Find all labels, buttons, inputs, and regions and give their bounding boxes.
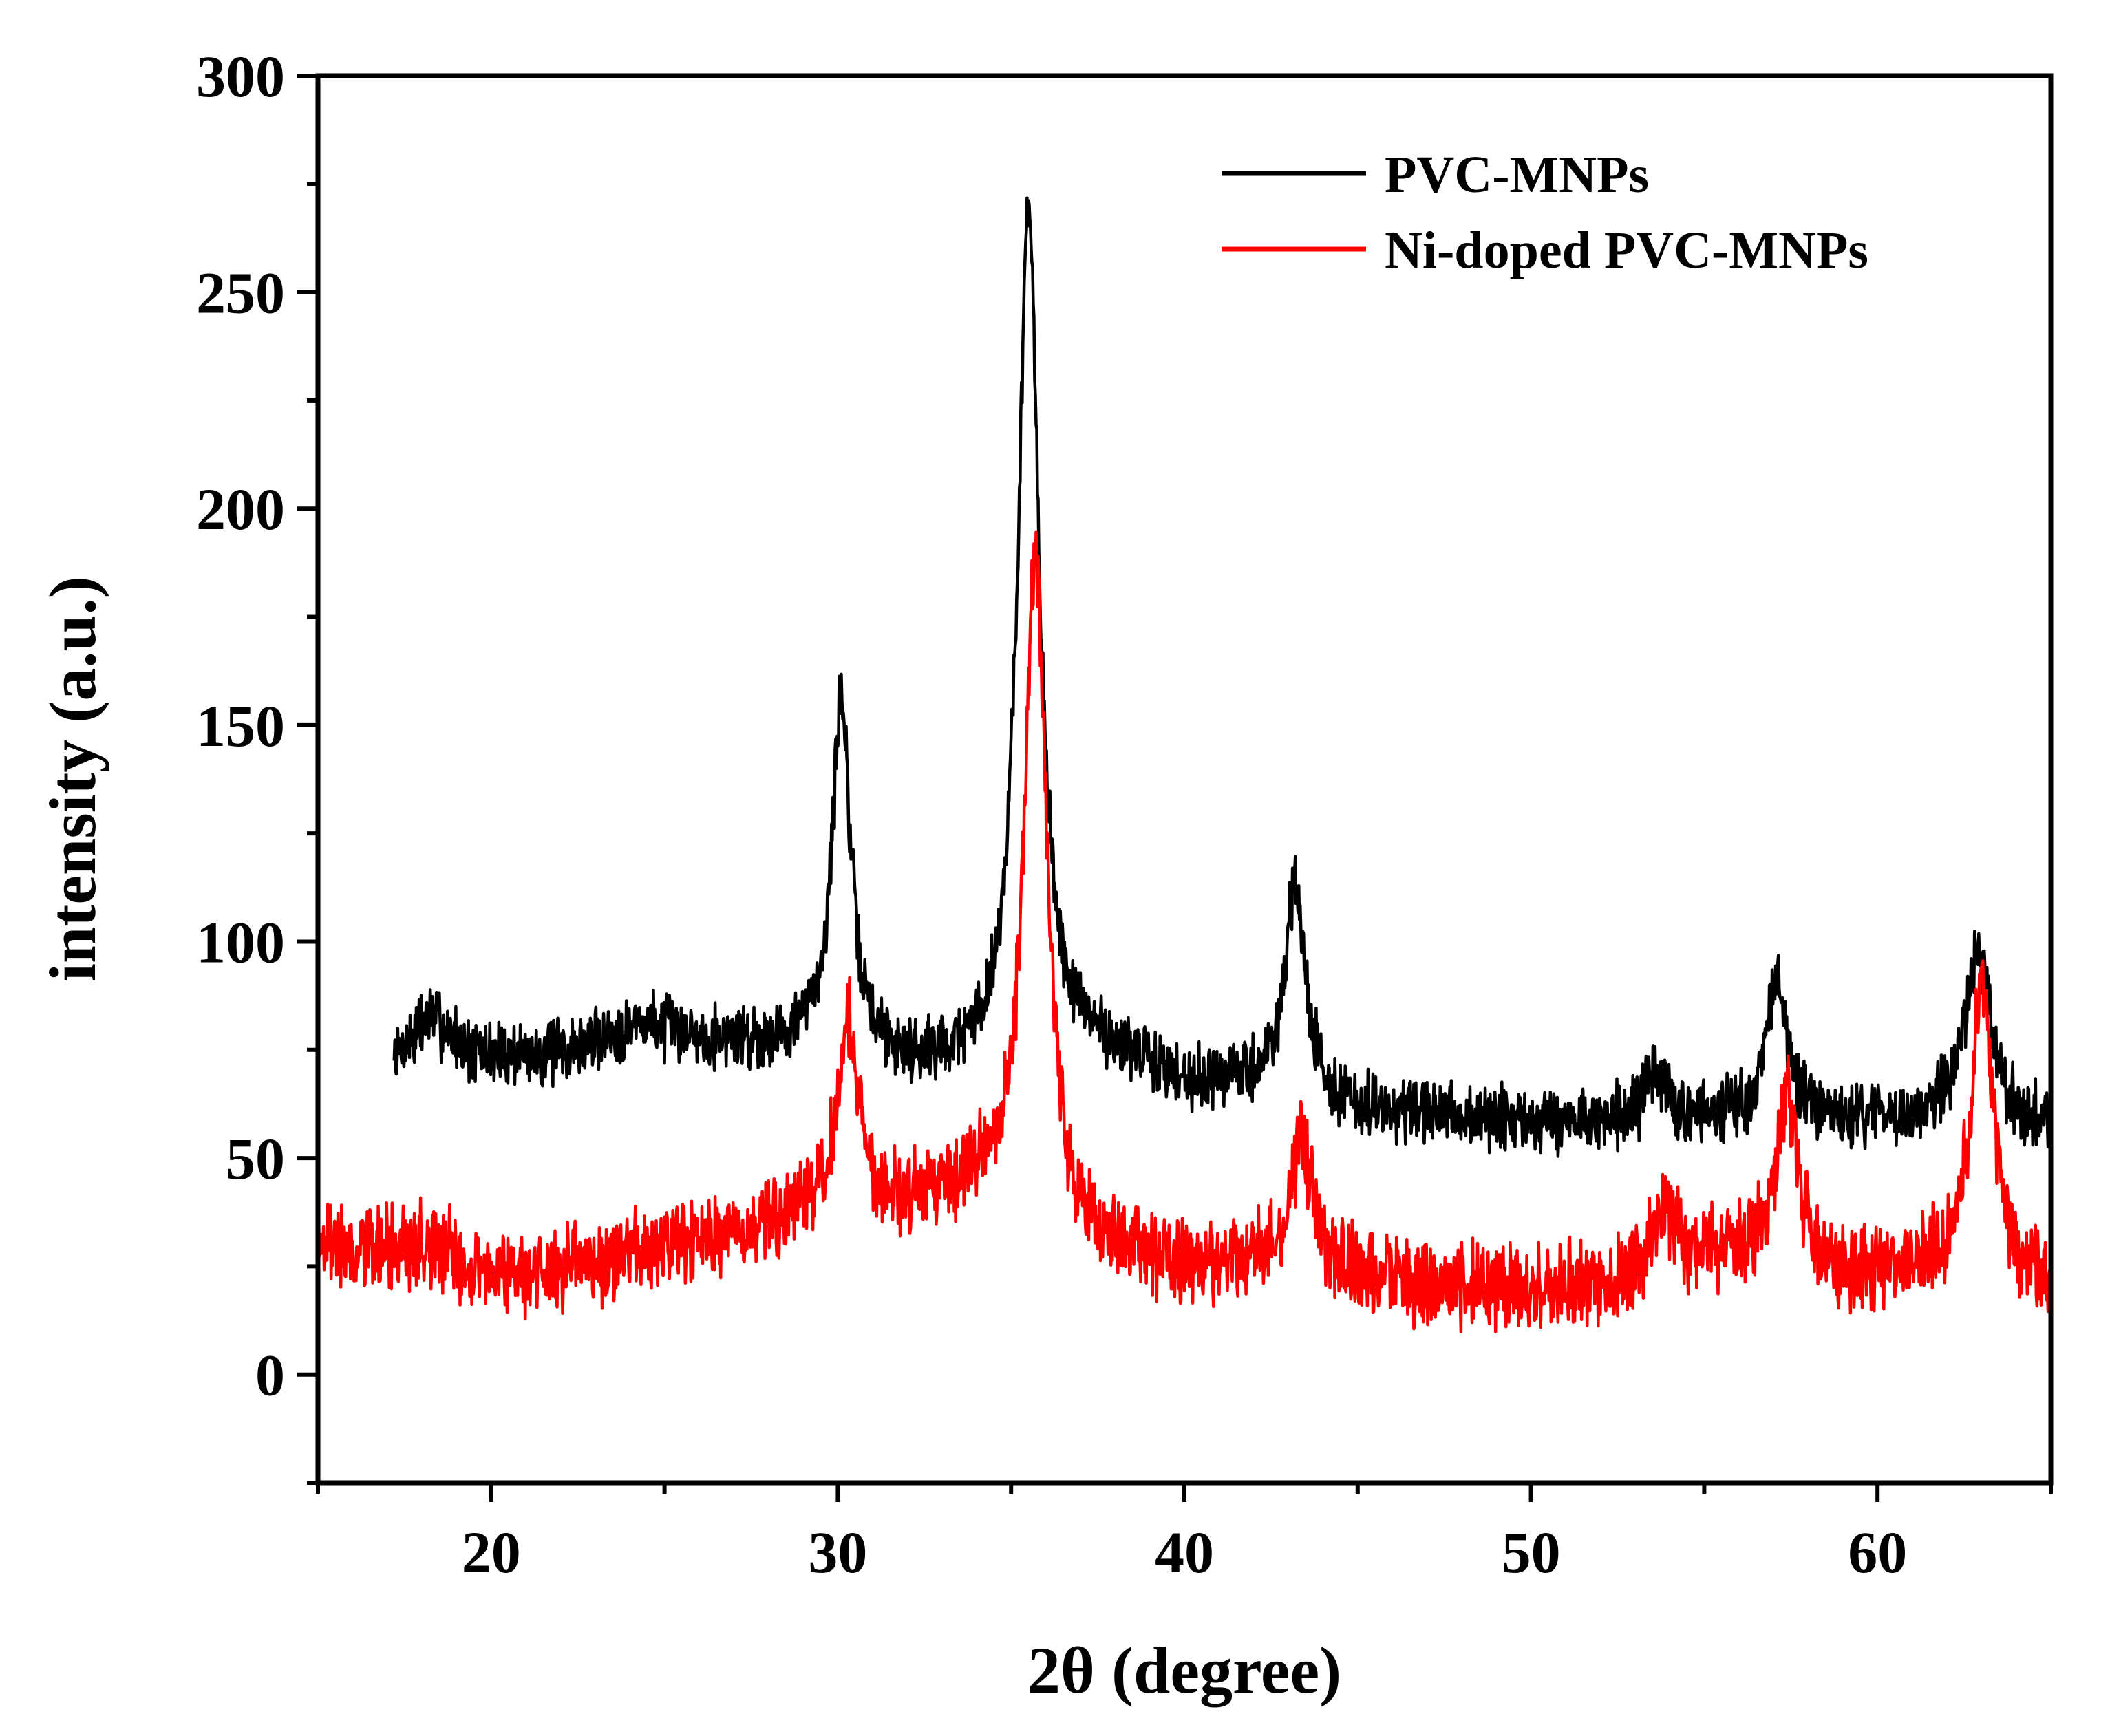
y-tick-label: 100 bbox=[196, 909, 285, 975]
plot-content bbox=[316, 196, 2053, 1333]
x-axis-title: 2θ (degree) bbox=[1027, 1633, 1341, 1707]
series-line-ni-doped-pvc-mnps bbox=[316, 530, 2052, 1333]
x-tick-label: 20 bbox=[462, 1519, 521, 1585]
y-tick-label: 50 bbox=[226, 1126, 285, 1192]
legend: PVC-MNPs Ni-doped PVC-MNPs bbox=[1222, 146, 1868, 279]
x-tick-label: 50 bbox=[1502, 1519, 1561, 1585]
y-tick-label: 200 bbox=[196, 476, 285, 542]
y-axis-title: intensity (a.u.) bbox=[36, 576, 109, 981]
y-tick-label: 0 bbox=[255, 1342, 285, 1408]
y-axis: 0 50 100 150 200 250 300 bbox=[196, 43, 318, 1485]
y-tick-label: 250 bbox=[196, 260, 285, 326]
y-tick-label: 300 bbox=[196, 43, 285, 109]
x-tick-label: 60 bbox=[1848, 1519, 1907, 1585]
y-tick-label: 150 bbox=[196, 693, 285, 759]
series-line-pvc-mnps bbox=[392, 196, 2053, 1158]
x-tick-label: 40 bbox=[1155, 1519, 1214, 1585]
x-axis: 20 30 40 50 60 bbox=[316, 1483, 2053, 1585]
legend-label-pvc-mnps: PVC-MNPs bbox=[1385, 146, 1649, 204]
legend-label-ni-doped-pvc-mnps: Ni-doped PVC-MNPs bbox=[1385, 222, 1868, 279]
x-tick-label: 30 bbox=[808, 1519, 867, 1585]
